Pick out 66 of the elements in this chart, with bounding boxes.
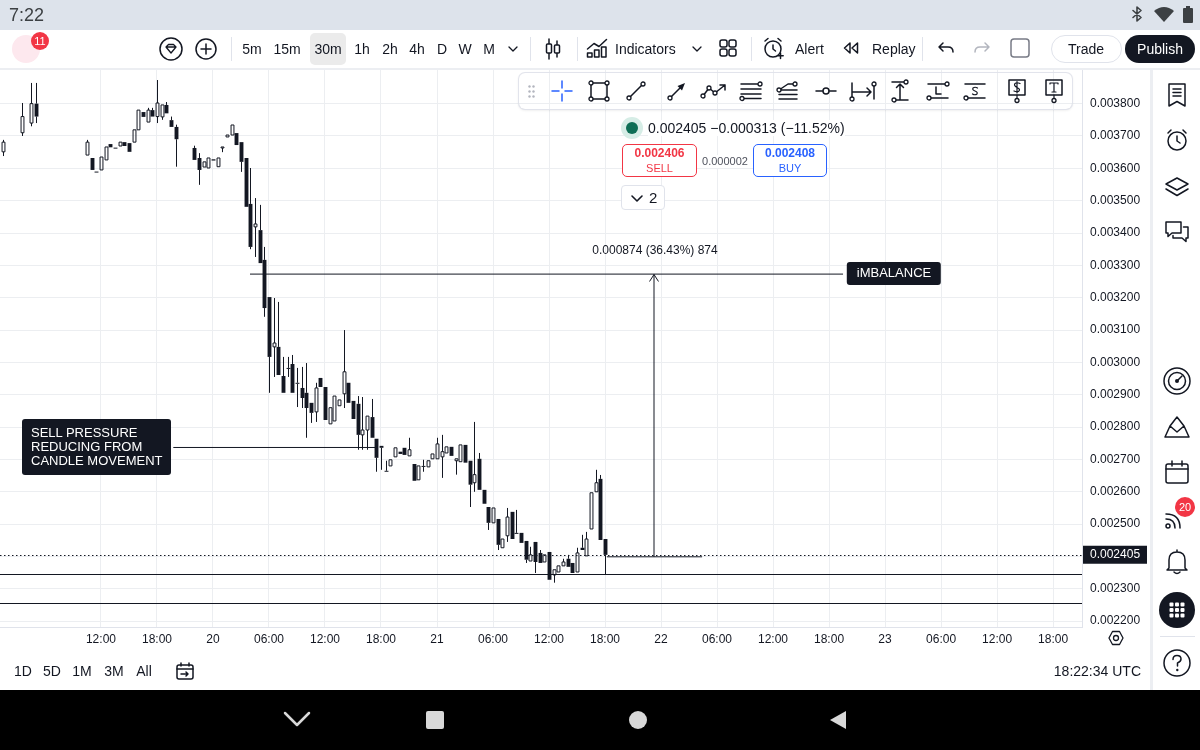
- x-tick-label: 12:00: [309, 631, 341, 646]
- text: 15m: [273, 41, 301, 58]
- annotation: 0.000002: [702, 155, 748, 168]
- text: 1M: [72, 663, 92, 680]
- y-tick-label: 0.002700: [1090, 451, 1141, 466]
- annotation: SELL PRESSURE REDUCING FROM CANDLE MOVEMENT: [22, 419, 172, 475]
- annotation: BUY: [778, 162, 802, 175]
- y-tick-label: 0.003500: [1090, 192, 1141, 207]
- y-tick-label: 0.003700: [1090, 128, 1141, 143]
- y-tick-label: 0.002300: [1090, 581, 1141, 596]
- annotation: iMBALANCE: [846, 261, 942, 285]
- text: M: [483, 41, 495, 58]
- y-tick-label: 0.003600: [1090, 160, 1141, 175]
- annotation: 2: [649, 189, 658, 207]
- y-tick-label: 0.003200: [1090, 290, 1141, 305]
- text: 3M: [104, 663, 124, 680]
- x-tick-label: 06:00: [702, 631, 733, 646]
- y-tick-label: 0.002200: [1090, 613, 1141, 628]
- annotation: SELL: [646, 162, 673, 175]
- ref-line-label: 0.002405: [1090, 547, 1141, 562]
- y-tick-label: 0.002800: [1090, 419, 1141, 434]
- text: W: [458, 41, 472, 58]
- text: 7:22: [9, 5, 45, 26]
- text: Trade: [1067, 41, 1105, 58]
- x-tick-label: 18:00: [1038, 631, 1069, 646]
- text: Indicators: [615, 41, 676, 58]
- x-tick-label: 18:00: [814, 631, 845, 646]
- text: 1D: [14, 663, 32, 680]
- x-tick-label: 18:00: [590, 631, 621, 646]
- text: 18:22:34 UTC: [1053, 663, 1141, 680]
- x-tick-label: 06:00: [253, 631, 285, 646]
- text: D: [436, 41, 448, 58]
- y-tick-label: 0.003400: [1090, 225, 1141, 240]
- text: Publish: [1137, 41, 1183, 58]
- x-tick-label: 12:00: [534, 631, 565, 646]
- x-tick-label: 23: [878, 631, 893, 646]
- x-tick-label: 06:00: [477, 631, 509, 646]
- x-tick-label: 12:00: [85, 631, 117, 646]
- x-tick-label: 18:00: [365, 631, 397, 646]
- text: 5m: [242, 41, 262, 58]
- annotation: 0.000874 (36.43%) 874: [592, 243, 718, 258]
- y-tick-label: 0.003300: [1090, 257, 1141, 272]
- y-tick-label: 0.002600: [1090, 484, 1141, 499]
- text: 4h: [409, 41, 425, 58]
- x-tick-label: 21: [430, 631, 444, 646]
- y-tick-label: 0.002900: [1090, 387, 1141, 402]
- y-tick-label: 0.002500: [1090, 516, 1141, 531]
- x-tick-label: 22: [654, 631, 669, 646]
- y-tick-label: 0.003800: [1090, 95, 1141, 110]
- y-tick-label: 0.003100: [1090, 322, 1141, 337]
- text: Alert: [795, 41, 824, 58]
- text: 2h: [382, 41, 398, 58]
- text: All: [136, 663, 152, 680]
- annotation: 0.002406: [634, 146, 685, 161]
- x-tick-label: 06:00: [926, 631, 957, 646]
- text: 30m: [314, 41, 342, 58]
- text: 5D: [43, 663, 61, 680]
- annotation: 0.002408: [764, 146, 816, 161]
- text: Replay: [872, 41, 916, 58]
- annotation: 0.002405 −0.000313 (−11.52%): [648, 120, 845, 137]
- x-tick-label: 18:00: [141, 631, 173, 646]
- text: 1h: [354, 41, 370, 58]
- x-tick-label: 12:00: [758, 631, 789, 646]
- x-tick-label: 12:00: [982, 631, 1013, 646]
- x-tick-label: 20: [206, 631, 220, 646]
- y-tick-label: 0.003000: [1090, 354, 1141, 369]
